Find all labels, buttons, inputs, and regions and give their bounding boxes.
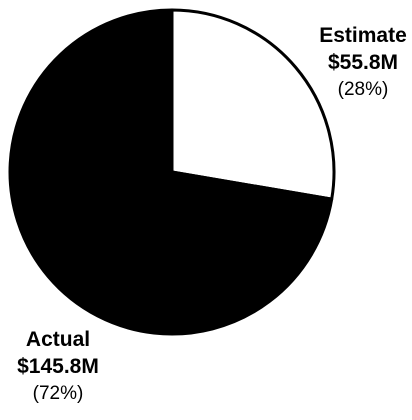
actual-label-amount: $145.8M <box>17 355 99 378</box>
pie-slice-actual <box>8 8 334 336</box>
estimate-label-name: Estimate <box>319 24 407 47</box>
actual-slice-label: Actual $145.8M (72%) <box>0 326 118 407</box>
estimate-label-amount: $55.8M <box>327 51 399 74</box>
actual-label-percent: (72%) <box>32 383 84 404</box>
estimate-slice-label: Estimate $55.8M (28%) <box>308 22 412 103</box>
estimate-label-percent: (28%) <box>337 79 389 100</box>
pie-slice-estimate <box>170 8 336 201</box>
actual-label-name: Actual <box>25 328 91 351</box>
